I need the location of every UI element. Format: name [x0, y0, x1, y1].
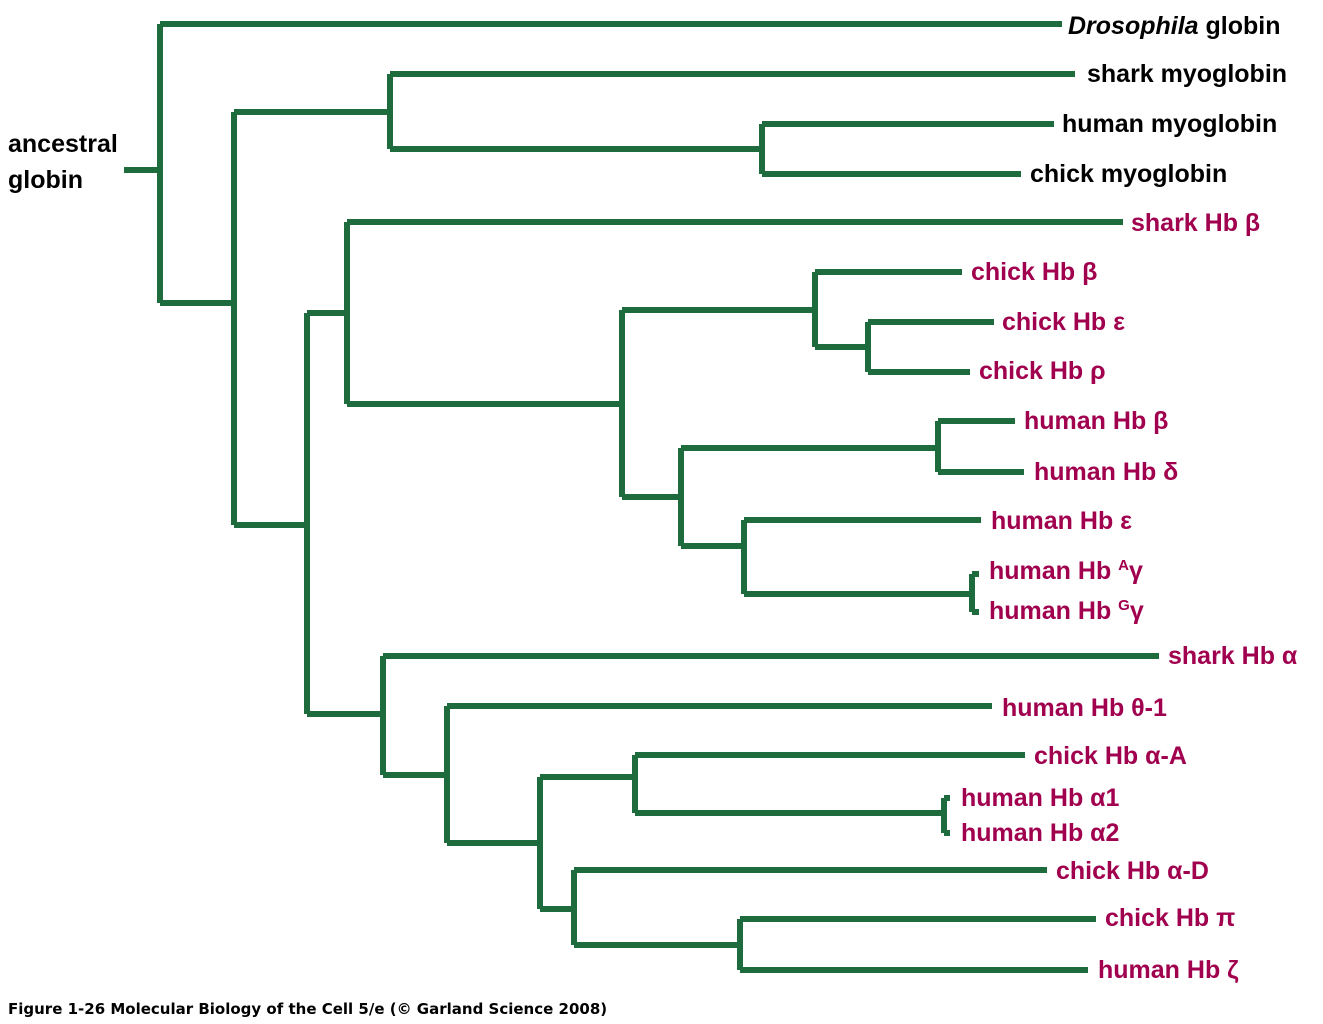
- leaf-label-human-hb-epsilon: human Hb ε: [991, 507, 1132, 535]
- leaf-label-text: chick Hb β: [971, 258, 1097, 286]
- leaf-label-chick-hb-pi: chick Hb π: [1105, 904, 1235, 932]
- leaf-label-suffix: γ: [1129, 557, 1143, 585]
- leaf-label-text: shark myoglobin: [1087, 60, 1287, 88]
- figure-caption: Figure 1-26 Molecular Biology of the Cel…: [8, 1000, 608, 1018]
- leaf-label-text: human Hb α2: [961, 819, 1119, 847]
- root-label-line1: ancestral: [8, 130, 118, 158]
- leaf-label-text: human Hb δ: [1034, 458, 1178, 486]
- leaf-label-human-hb-ggamma: human Hb Gγ: [989, 597, 1144, 625]
- leaf-label-text: human myoglobin: [1062, 110, 1277, 138]
- branch-beta-clade: [344, 219, 1123, 500]
- leaf-label-italic: Drosophila: [1068, 12, 1199, 40]
- leaf-label-text: chick Hb ε: [1002, 308, 1125, 336]
- leaf-label-text: chick myoglobin: [1030, 160, 1227, 188]
- leaf-label-human-hb-zeta: human Hb ζ: [1098, 956, 1239, 984]
- root-label: ancestral globin: [8, 130, 118, 194]
- root-label-line2: globin: [8, 166, 83, 194]
- leaf-label-chick-hb-alpha-a: chick Hb α-A: [1034, 742, 1187, 770]
- leaf-label-human-hb-beta: human Hb β: [1024, 407, 1168, 435]
- leaf-labels: Drosophila globin shark myoglobin human my…: [961, 12, 1298, 984]
- leaf-label-text: human Hb: [989, 557, 1118, 585]
- branch-human-beta-group: [678, 418, 1024, 615]
- leaf-label-text: human Hb θ-1: [1002, 694, 1167, 722]
- leaf-label-chick-hb-rho: chick Hb ρ: [979, 357, 1106, 385]
- leaf-label-human-hb-alpha1: human Hb α1: [961, 784, 1120, 812]
- leaf-label-human-hb-theta1: human Hb θ-1: [1002, 694, 1167, 722]
- branch-hemoglobins: [304, 310, 383, 717]
- leaf-label-human-hb-delta: human Hb δ: [1034, 458, 1178, 486]
- leaf-label-shark-hb-beta: shark Hb β: [1131, 209, 1260, 237]
- leaf-label-chick-hb-epsilon: chick Hb ε: [1002, 308, 1125, 336]
- leaf-label-human-hb-alpha2: human Hb α2: [961, 819, 1119, 847]
- leaf-label-text: chick Hb α-D: [1056, 857, 1209, 885]
- leaf-label-text: globin: [1199, 12, 1281, 40]
- branch-chick-beta-group: [812, 269, 994, 375]
- leaf-label-text: human Hb ζ: [1098, 956, 1239, 984]
- leaf-label-text: human Hb β: [1024, 407, 1168, 435]
- leaf-label-text: human Hb ε: [991, 507, 1132, 535]
- leaf-label-chick-hb-beta: chick Hb β: [971, 258, 1097, 286]
- leaf-label-text: human Hb: [989, 597, 1118, 625]
- leaf-label-chick-myoglobin: chick myoglobin: [1030, 160, 1227, 188]
- leaf-label-suffix: γ: [1130, 597, 1144, 625]
- branch-globins: [231, 109, 390, 528]
- leaf-label-text: chick Hb ρ: [979, 357, 1106, 385]
- leaf-label-drosophila: Drosophila globin: [1068, 12, 1281, 40]
- branch-alpha-subgroups: [537, 752, 1096, 973]
- branch-root: [124, 21, 1062, 306]
- leaf-label-text: chick Hb α-A: [1034, 742, 1187, 770]
- globin-phylogenetic-tree: Drosophila globin shark myoglobin human my…: [8, 12, 1298, 984]
- leaf-label-human-hb-agamma: human Hb Aγ: [989, 557, 1143, 585]
- leaf-label-text: chick Hb π: [1105, 904, 1235, 932]
- leaf-label-shark-hb-alpha: shark Hb α: [1168, 642, 1298, 670]
- leaf-label-human-myoglobin: human myoglobin: [1062, 110, 1277, 138]
- leaf-label-text: shark Hb α: [1168, 642, 1298, 670]
- leaf-label-superscript: G: [1118, 597, 1130, 614]
- tree-branches: [124, 21, 1159, 973]
- leaf-label-text: shark Hb β: [1131, 209, 1260, 237]
- leaf-label-shark-myoglobin: shark myoglobin: [1087, 60, 1287, 88]
- leaf-label-chick-hb-alpha-d: chick Hb α-D: [1056, 857, 1209, 885]
- leaf-label-superscript: A: [1118, 557, 1129, 574]
- branch-alpha-clade: [380, 653, 1159, 846]
- branch-myoglobins: [387, 71, 1075, 177]
- leaf-label-text: human Hb α1: [961, 784, 1120, 812]
